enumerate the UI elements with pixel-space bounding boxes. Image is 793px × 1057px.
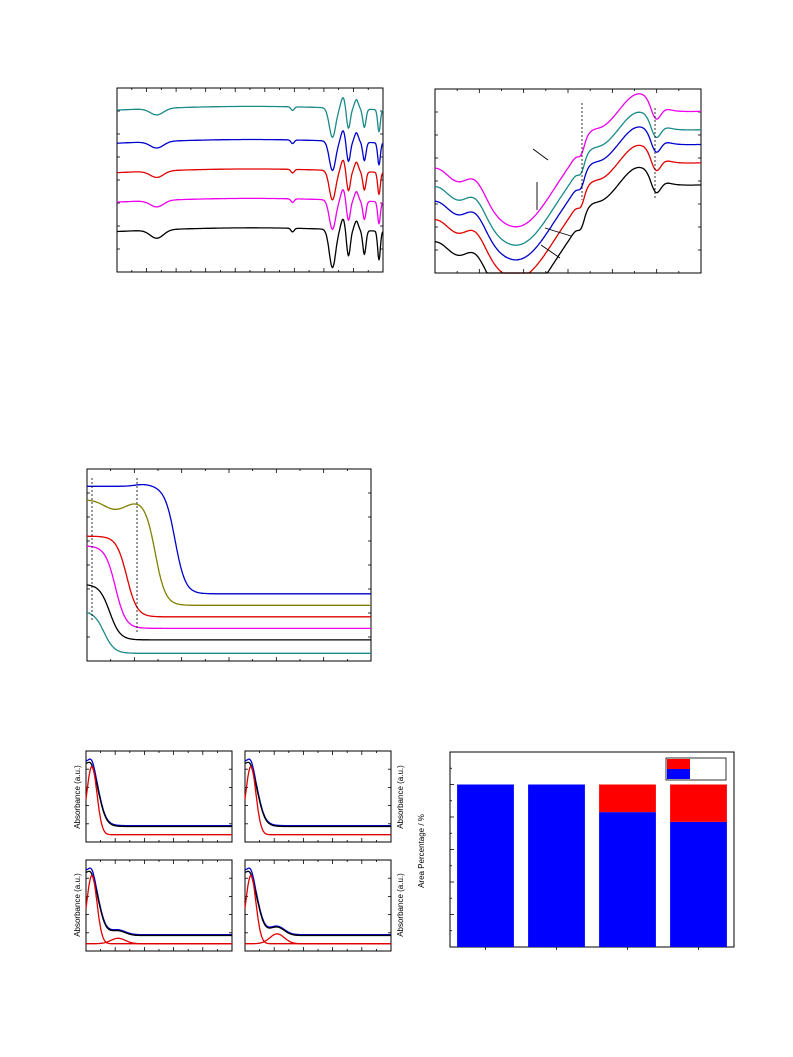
mid-frame: [86, 468, 372, 662]
s3-component-2: [86, 937, 232, 945]
s2-component-1: [244, 765, 391, 836]
absorbance-subplot-2: [244, 750, 392, 843]
s2-measured: [244, 758, 391, 827]
absorbance-label-3: Absorbance (a.u.): [73, 873, 82, 937]
s4-measured: [244, 867, 391, 936]
s4-component-2: [245, 933, 391, 945]
absorbance-label-4: Absorbance (a.u.): [396, 873, 405, 937]
area-percentage-axis-label: Area Percentage / %: [417, 814, 426, 888]
mid-series-red: [87, 535, 371, 618]
tr-series-red: [435, 144, 701, 274]
absorbance-subplot-3: [85, 859, 233, 952]
tl-series-black: [117, 218, 384, 269]
s1-component-1: [85, 765, 232, 836]
mid-series-magenta: [86, 545, 371, 630]
s3-component-1: [85, 874, 232, 945]
mid-series-teal: [86, 611, 371, 654]
tl-series-blue: [117, 130, 384, 172]
bar-blue-segment: [670, 821, 727, 947]
s3-frame: [85, 859, 233, 952]
s4-fit: [244, 870, 391, 937]
absorbance-subplot-1: [85, 750, 233, 843]
absorbance-label-2: Absorbance (a.u.): [396, 765, 405, 829]
tl-series-teal: [117, 97, 384, 139]
s3-fit: [85, 870, 232, 937]
s1-fit: [85, 761, 232, 828]
spectra-panel-middle: [86, 468, 372, 662]
legend-swatch-blue: [667, 769, 690, 779]
bar-blue-segment: [528, 784, 585, 947]
s4-frame: [244, 859, 392, 952]
tr-series-blue: [435, 126, 701, 261]
bar-red-segment: [670, 784, 727, 822]
absorbance-subplot-4: [244, 859, 392, 952]
spectra-panel-top-left: [116, 87, 384, 273]
s3-measured: [85, 867, 232, 936]
bar-red-segment: [599, 784, 656, 813]
bar-blue-segment: [457, 784, 514, 947]
tr-arrow-4: [540, 244, 561, 259]
absorbance-label-1: Absorbance (a.u.): [73, 765, 82, 829]
tr-series-magenta: [435, 93, 701, 228]
tl-series-magenta: [117, 189, 384, 231]
s4-component-1: [244, 874, 391, 945]
tr-series-teal: [435, 111, 701, 246]
s2-fit: [244, 761, 391, 828]
bar-blue-segment: [599, 812, 656, 947]
s2-frame: [244, 750, 392, 843]
s1-frame: [85, 750, 233, 843]
mid-series-blue: [87, 483, 371, 595]
s1-measured: [85, 758, 232, 827]
mid-series-black: [86, 584, 371, 641]
spectra-panel-top-right: [434, 88, 702, 274]
mid-series-olive: [86, 499, 371, 606]
tr-arrow-1: [532, 148, 549, 161]
area-percentage-bar-chart: [449, 751, 735, 950]
tl-series-red: [117, 159, 384, 201]
legend-swatch-red: [667, 759, 690, 769]
tl-frame: [116, 87, 384, 273]
tr-arrow-3: [544, 227, 572, 237]
tr-series-black: [435, 166, 701, 274]
